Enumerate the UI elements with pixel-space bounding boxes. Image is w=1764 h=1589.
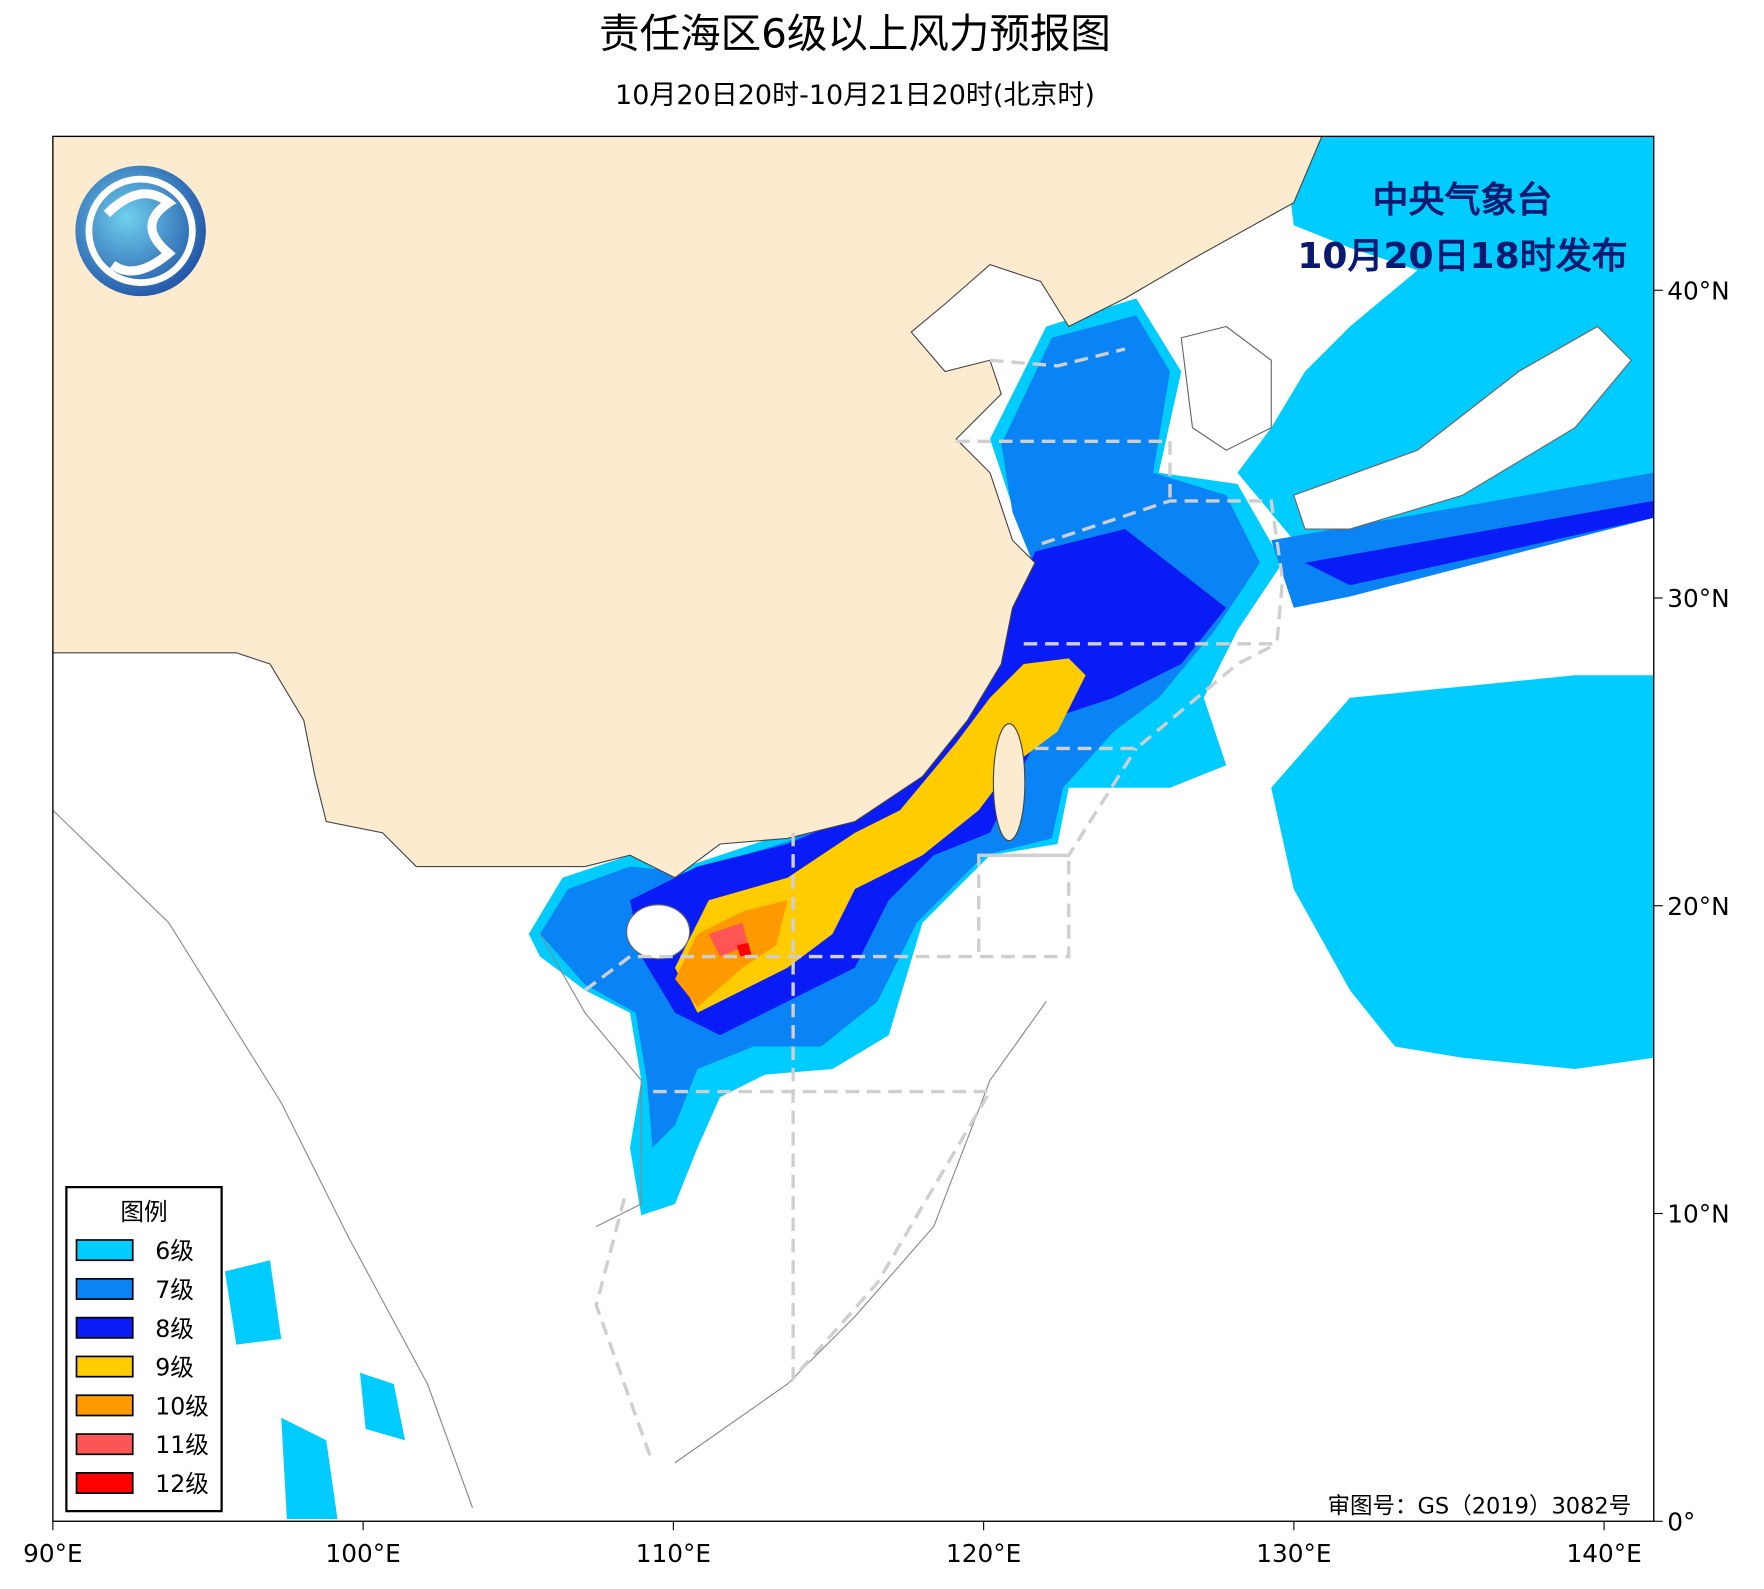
legend-box bbox=[65, 1186, 223, 1513]
x-tick-label: 120°E bbox=[946, 1539, 1021, 1568]
legend-swatch bbox=[75, 1355, 134, 1378]
wind-area bbox=[225, 1260, 282, 1345]
x-tick-label: 140°E bbox=[1566, 1539, 1641, 1568]
x-tick-label: 130°E bbox=[1256, 1539, 1331, 1568]
x-tick-label: 90°E bbox=[23, 1539, 83, 1568]
y-tick-label: 30°N bbox=[1667, 584, 1729, 613]
korea bbox=[1180, 325, 1272, 451]
coastline bbox=[52, 809, 1047, 1508]
legend-swatch bbox=[75, 1277, 134, 1300]
y-tick-label: 0° bbox=[1667, 1507, 1695, 1536]
legend-label: 6级 bbox=[155, 1237, 194, 1265]
wind-area bbox=[360, 1372, 405, 1441]
legend-swatch bbox=[75, 1472, 134, 1494]
x-tick-label: 100°E bbox=[325, 1539, 400, 1568]
approval-number: 审图号：GS（2019）3082号 bbox=[1328, 1493, 1632, 1519]
japan bbox=[1293, 325, 1633, 530]
map-area bbox=[52, 136, 1654, 1519]
legend-swatch bbox=[75, 1394, 134, 1417]
wind-area bbox=[736, 943, 752, 957]
wind-area bbox=[281, 1417, 338, 1519]
issuer: 中央气象台 bbox=[1372, 180, 1552, 221]
wind-area bbox=[675, 900, 788, 1008]
sea-boundary bbox=[978, 747, 1138, 857]
legend-label: 9级 bbox=[155, 1354, 194, 1382]
legend-swatch bbox=[75, 1316, 134, 1339]
map-frame bbox=[52, 135, 1655, 1522]
sea-boundary bbox=[956, 439, 1172, 501]
legend: 图例 6级 7级 8级 9级 10级 11级 12级 bbox=[65, 1186, 223, 1513]
issue-time: 10月20日18时发布 bbox=[1297, 236, 1627, 277]
x-tick-label: 110°E bbox=[636, 1539, 711, 1568]
legend-label: 10级 bbox=[155, 1392, 209, 1420]
legend-label: 12级 bbox=[155, 1470, 209, 1498]
sea-boundary bbox=[646, 832, 993, 1383]
title: 责任海区6级以上风力预报图 bbox=[599, 10, 1111, 58]
legend-title: 图例 bbox=[120, 1198, 167, 1226]
logo bbox=[75, 165, 206, 297]
sea-boundary bbox=[1035, 642, 1278, 751]
legend-swatch bbox=[75, 1239, 134, 1262]
taiwan bbox=[992, 723, 1026, 842]
sea-boundary bbox=[989, 347, 1126, 368]
subtitle: 10月20日20时-10月21日20时(北京时) bbox=[615, 80, 1095, 111]
wind-area bbox=[1237, 136, 1654, 586]
sea-boundary bbox=[594, 1197, 655, 1464]
wind-area bbox=[1271, 675, 1654, 1069]
legend-label: 8级 bbox=[155, 1315, 194, 1343]
y-tick-label: 20°N bbox=[1667, 892, 1729, 921]
legend-label: 7级 bbox=[155, 1276, 194, 1304]
china-land bbox=[52, 136, 1323, 879]
y-tick-label: 40°N bbox=[1667, 276, 1729, 305]
hainan bbox=[626, 904, 691, 960]
legend-swatch bbox=[75, 1433, 134, 1456]
wind-area bbox=[1305, 500, 1654, 586]
legend-label: 11级 bbox=[155, 1431, 209, 1459]
y-tick-label: 10°N bbox=[1667, 1200, 1729, 1229]
sea-boundary bbox=[1023, 499, 1285, 646]
wind-areas bbox=[225, 136, 1654, 1519]
